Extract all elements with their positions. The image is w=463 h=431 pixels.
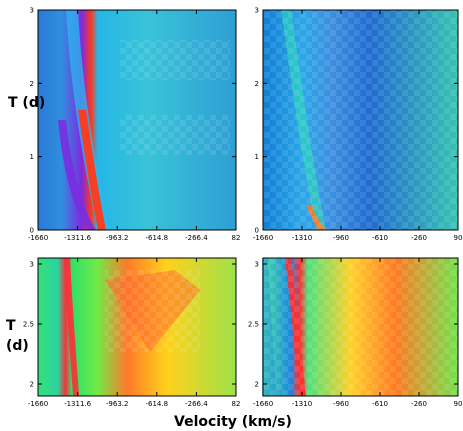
x-tick-label: -1660 [253,234,273,242]
x-tick-label: -1660 [28,400,48,408]
x-tick-label: 90 [454,400,463,408]
x-tick-label: -266.4 [185,400,208,408]
x-tick-label: -1310 [292,234,312,242]
y-tick-label: 2 [30,80,34,88]
x-tick-label: -1310 [292,400,312,408]
y-tick-label: 0 [30,227,34,235]
x-tick-label: 90 [454,234,463,242]
x-tick-label: -1311.6 [64,400,92,408]
x-tick-label: 82 [232,234,241,242]
y-tick-label: 2 [255,80,259,88]
ylabel-bottom-t: T [6,318,16,334]
x-tick-label: -260 [411,234,427,242]
y-tick-label: 2.5 [248,321,259,329]
y-tick-label: 3 [30,261,34,269]
y-tick-label: 3 [255,7,259,15]
x-tick-label: -963.2 [106,234,129,242]
x-tick-label: -963.2 [106,400,129,408]
x-tick-label: -614.8 [146,400,169,408]
ylabel-top: T (d) [8,95,45,111]
panel-top-left [37,9,237,231]
y-tick-label: 2.5 [23,321,34,329]
x-tick-label: -960 [333,400,349,408]
x-tick-label: -610 [372,400,388,408]
y-tick-label: 1 [30,153,34,161]
ticks: -1660 -1311.6 -963.2 -614.8 -266.4 82 0 1 2 3 -166… [23,7,463,409]
x-tick-label: -1311.6 [64,234,92,242]
x-tick-label: -610 [372,234,388,242]
x-tick-label: -960 [333,234,349,242]
x-tick-label: 82 [232,400,241,408]
y-tick-label: 3 [255,261,259,269]
ylabel-bottom-d: (d) [6,338,29,354]
xlabel: Velocity (km/s) [174,414,292,430]
ylabel-bottom: T (d) [6,318,29,354]
y-tick-label: 2 [255,381,259,389]
y-tick-label: 0 [255,227,259,235]
panel-bottom-left [37,257,237,397]
y-tick-label: 1 [255,153,259,161]
panel-top-right [262,9,459,231]
panel-bottom-right [262,257,459,397]
x-tick-label: -1660 [253,400,273,408]
y-tick-label: 3 [30,7,34,15]
x-tick-label: -260 [411,400,427,408]
y-tick-label: 2 [30,381,34,389]
x-tick-label: -614.8 [146,234,169,242]
x-tick-label: -266.4 [185,234,208,242]
x-tick-label: -1660 [28,234,48,242]
